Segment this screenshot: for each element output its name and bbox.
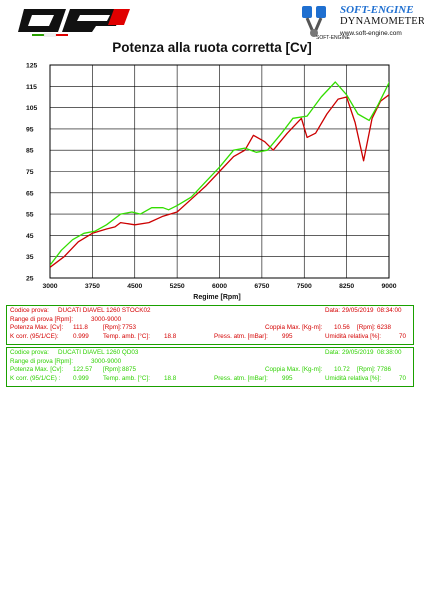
y-tick-label: 75 [26,169,34,176]
test-code: DUCATI DIAVEL 1260 QD03 [58,349,139,356]
test-time: 08:38:00 [377,349,402,356]
power-rpm-label: [Rpm]: [103,366,122,374]
press-label: Press. atm. [mBar]: [214,374,268,382]
max-torque: 10.56 [334,324,350,332]
y-tick-label: 105 [26,105,38,112]
x-tick-label: 3000 [42,283,57,290]
humidity-label: Umidità relativa [%]: [325,374,381,382]
plot-frame [49,64,390,279]
x-tick-label: 7500 [297,283,312,290]
humidity-value: 70 [399,374,407,382]
x-axis-label: Regime [Rpm] [193,294,240,301]
engine-pistons-icon [302,6,326,37]
torque-label: Coppia Max. [Kg-m]: [265,366,323,374]
max-power: 122.57 [73,366,93,374]
temp-value: 18.8 [164,332,177,340]
max-power-rpm: 8875 [122,366,137,374]
brand-icon-caption: SOFT-ENGINE [316,35,350,41]
x-tick-label: 3750 [85,283,100,290]
kcorr-label: K corr. (95/1/CE) : [10,374,61,382]
torque-rpm-label: [Rpm]: [357,366,376,374]
temp-label: Temp. amb. [°C]: [103,332,150,340]
power-chart: 3000 3750 4500 5250 6000 6750 7500 8250 9000 25 35… [26,63,397,302]
press-value: 995 [282,374,293,382]
test-date: 29/05/2019 [342,349,374,356]
run-info-row: Range di prova [Rpm]: 3000-9000 [7,358,413,367]
x-tick-label: 6750 [254,283,269,290]
test-range: 3000-9000 [91,357,122,365]
run-info-row: Codice prova: DUCATI DIAVEL 1260 QD03 Da… [7,349,413,358]
x-tick-label: 9000 [381,283,396,290]
qd-logo [18,6,130,38]
run-info-box: Codice prova: DUCATI DIAVEL 1260 STOCK02… [6,305,414,345]
brand-subtitle: DYNAMOMETERS [340,16,424,27]
y-tick-label: 25 [26,276,34,283]
y-tick-label: 85 [26,148,34,155]
x-tick-label: 6000 [212,283,227,290]
kcorr-value: 0.999 [73,332,89,340]
x-tick-label: 8250 [339,283,354,290]
max-torque-rpm: 6238 [377,324,392,332]
max-torque: 10.72 [334,366,350,374]
range-label: Range di prova [Rpm]: [10,357,73,365]
y-tick-label: 35 [26,254,34,261]
test-time: 08:34:00 [377,307,402,314]
test-range: 3000-9000 [91,315,122,323]
humidity-value: 70 [399,332,407,340]
max-power-rpm: 7753 [122,324,137,332]
power-label: Potenza Max. [Cv]: [10,324,64,332]
press-label: Press. atm. [mBar]: [214,332,268,340]
y-tick-label: 115 [26,84,37,91]
date-label: Data: [325,349,341,356]
humidity-label: Umidità relativa [%]: [325,332,381,340]
kcorr-label: K corr. (95/1/CE): [10,332,59,340]
kcorr-value: 0.999 [73,374,89,382]
test-code: DUCATI DIAVEL 1260 STOCK02 [58,307,151,314]
power-label: Potenza Max. [Cv]: [10,366,64,374]
run-info-row: K corr. (95/1/CE): 0.999 Temp. amb. [°C]… [7,333,413,342]
torque-label: Coppia Max. [Kg-m]: [265,324,323,332]
x-tick-label: 4500 [127,283,142,290]
max-power: 111.8 [73,324,88,332]
chart-title: Potenza alla ruota corretta [Cv] [112,40,312,55]
code-label: Codice prova: [10,349,49,356]
max-torque-rpm: 7786 [377,366,392,374]
test-date: 29/05/2019 [342,307,374,314]
y-tick-label: 45 [26,233,34,240]
chart-tick-labels: 3000 3750 4500 5250 6000 6750 7500 8250 9000 25 35… [26,63,397,291]
run-info-row: Potenza Max. [Cv]: 122.57 [Rpm]: 8875 Co… [7,366,413,375]
range-label: Range di prova [Rpm]: [10,315,73,323]
press-value: 995 [282,332,293,340]
temp-label: Temp. amb. [°C]: [103,374,150,382]
temp-value: 18.8 [164,374,177,382]
run-info-row: K corr. (95/1/CE) : 0.999 Temp. amb. [°C… [7,375,413,384]
y-tick-label: 65 [26,190,34,197]
brand-name: SOFT-ENGINE [340,4,414,16]
power-rpm-label: [Rpm]: [103,324,122,332]
series-line-2 [50,81,389,266]
x-tick-label: 5250 [170,283,185,290]
code-label: Codice prova: [10,307,49,314]
series-line-1 [50,94,389,268]
run-info-row: Codice prova: DUCATI DIAVEL 1260 STOCK02… [7,307,413,316]
chart-axes [49,64,390,279]
run-info-row: Range di prova [Rpm]: 3000-9000 [7,316,413,325]
y-tick-label: 95 [26,126,34,133]
torque-rpm-label: [Rpm]: [357,324,376,332]
date-label: Data: [325,307,341,314]
y-tick-label: 125 [26,63,38,70]
run-info-box: Codice prova: DUCATI DIAVEL 1260 QD03 Da… [6,347,414,387]
chart-series [50,81,389,268]
soft-engine-logo: SOFT-ENGINE SOFT-ENGINE DYNAMOMETERS www… [296,2,424,44]
run-info-row: Potenza Max. [Cv]: 111.8 [Rpm]: 7753 Cop… [7,324,413,333]
y-tick-label: 55 [26,212,34,219]
brand-url: www.soft-engine.com [340,30,402,37]
